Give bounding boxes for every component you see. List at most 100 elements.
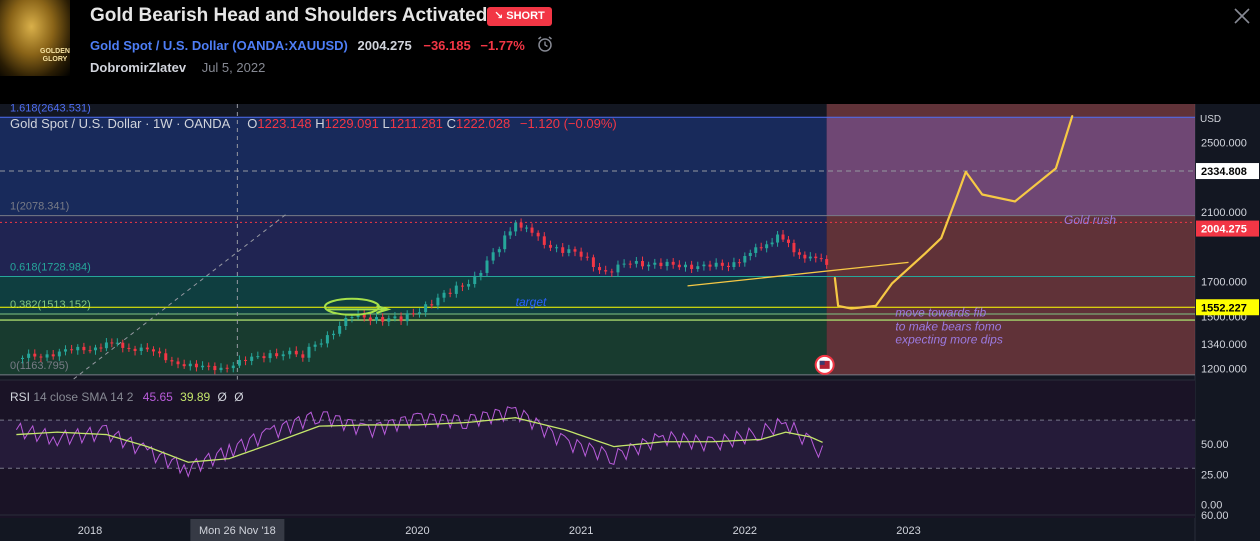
candle-body xyxy=(530,227,534,233)
candle-body xyxy=(145,347,149,350)
legend-open: 1223.148 xyxy=(257,116,312,131)
candle-body xyxy=(325,335,329,344)
candle-body xyxy=(514,222,518,232)
price-axis-tick: 1700.000 xyxy=(1201,277,1247,289)
candle-body xyxy=(115,342,119,344)
chart-annotation: target xyxy=(516,295,547,309)
candle-body xyxy=(164,353,168,361)
candle-body xyxy=(387,318,391,322)
candle-body xyxy=(803,254,807,259)
candle-body xyxy=(219,367,223,371)
candle-body xyxy=(814,256,818,259)
candle-body xyxy=(405,313,409,322)
candle-body xyxy=(497,249,501,253)
price-chart[interactable]: 1.618(2643.531) 1(2078.341) 0.618(1728.984… xyxy=(0,104,1260,541)
rsi-legend: RSI 14 close SMA 14 2 45.65 39.89 Ø Ø xyxy=(10,390,244,404)
author-name-link[interactable]: DobromirZlatev xyxy=(90,60,187,75)
candle-body xyxy=(362,313,366,318)
candle-body xyxy=(93,347,97,351)
candle-body xyxy=(579,251,583,257)
price-axis-tick: 2500.000 xyxy=(1201,137,1247,149)
candle-body xyxy=(151,349,155,352)
fib-band xyxy=(0,276,827,315)
candle-body xyxy=(21,357,25,359)
time-axis-label: 2018 xyxy=(78,525,102,537)
candle-body xyxy=(616,264,620,273)
fib-level-label: 1.618(2643.531) xyxy=(10,104,91,114)
candle-body xyxy=(819,258,823,260)
price-badge xyxy=(1196,220,1259,237)
price-badge-label: 1552.227 xyxy=(1201,302,1247,314)
rsi-name: RSI xyxy=(10,390,31,404)
candle-body xyxy=(503,235,507,250)
close-icon[interactable] xyxy=(1232,6,1252,26)
candle-body xyxy=(696,266,700,269)
rsi-sma-value: 39.89 xyxy=(180,390,211,404)
short-badge-label: SHORT xyxy=(506,10,545,22)
candle-body xyxy=(825,259,829,265)
time-axis-label: 2021 xyxy=(569,525,593,537)
legend-close-key: C xyxy=(446,116,456,131)
candle-body xyxy=(237,359,241,366)
rsi-sma-line xyxy=(16,417,823,463)
candle-body xyxy=(542,236,546,245)
symbol-ticker-link[interactable]: (OANDA:XAUUSD) xyxy=(232,38,348,53)
candle-body xyxy=(754,247,758,253)
fib-level-label: 1(2078.341) xyxy=(10,201,69,213)
time-axis-label: 2023 xyxy=(896,525,920,537)
candle-body xyxy=(332,333,336,336)
candle-body xyxy=(585,256,589,258)
candle-body xyxy=(76,346,80,351)
fib-level-label: 0.382(1513.152) xyxy=(10,299,91,311)
candle-body xyxy=(720,262,724,266)
author-avatar[interactable]: GOLDEN GLORY xyxy=(0,0,70,76)
candle-body xyxy=(671,261,675,265)
target-arrow xyxy=(327,304,392,314)
candle-body xyxy=(714,262,718,267)
price-axis-tick: 1340.000 xyxy=(1201,339,1247,351)
candle-body xyxy=(555,247,559,249)
candle-body xyxy=(448,292,452,294)
fib-level-label: 0.618(1728.984) xyxy=(10,261,91,273)
candle-body xyxy=(182,364,186,367)
candle-body xyxy=(781,234,785,240)
candle-body xyxy=(158,351,162,354)
candle-body xyxy=(57,351,61,357)
chart-annotation: to make bears fomo xyxy=(895,319,1001,333)
candle-body xyxy=(610,271,614,273)
rsi-axis-tick: 0.00 xyxy=(1201,499,1222,511)
crosshair-time-badge xyxy=(190,519,285,541)
symbol-price: 2004.275 xyxy=(357,38,412,53)
legend-change: −1.120 (−0.09%) xyxy=(519,116,617,131)
candle-body xyxy=(491,252,495,261)
symbol-change-pct: −1.77% xyxy=(480,38,525,53)
candle-body xyxy=(748,252,752,256)
candle-body xyxy=(732,262,736,268)
symbol-name-link[interactable]: Gold Spot / U.S. Dollar xyxy=(90,38,229,53)
candle-body xyxy=(653,262,657,265)
candle-body xyxy=(591,257,595,268)
time-axis-label: 2022 xyxy=(733,525,757,537)
author-line: DobromirZlatev Jul 5, 2022 xyxy=(90,60,265,75)
chart-annotation: Gold rush xyxy=(1064,213,1116,227)
candle-body xyxy=(313,344,317,347)
rsi-params: 14 close SMA 14 2 xyxy=(33,390,134,404)
price-axis-tick: 1200.000 xyxy=(1201,364,1247,376)
chart-area[interactable]: 1.618(2643.531) 1(2078.341) 0.618(1728.984… xyxy=(0,104,1260,541)
candle-body xyxy=(39,356,43,358)
short-badge: ↘ SHORT xyxy=(487,7,552,26)
candle-body xyxy=(51,354,55,357)
candle-body xyxy=(690,264,694,269)
candle-body xyxy=(726,265,730,268)
candle-body xyxy=(677,264,681,268)
candle-body xyxy=(288,350,292,355)
candle-body xyxy=(350,317,354,319)
candle-body xyxy=(170,360,174,362)
candle-body xyxy=(45,354,49,358)
trend-down-icon: ↘ xyxy=(494,10,504,22)
alarm-clock-icon[interactable] xyxy=(536,35,554,56)
candle-body xyxy=(770,242,774,245)
candle-body xyxy=(573,249,577,252)
candle-body xyxy=(473,275,477,285)
price-axis-tick: 2100.000 xyxy=(1201,207,1247,219)
